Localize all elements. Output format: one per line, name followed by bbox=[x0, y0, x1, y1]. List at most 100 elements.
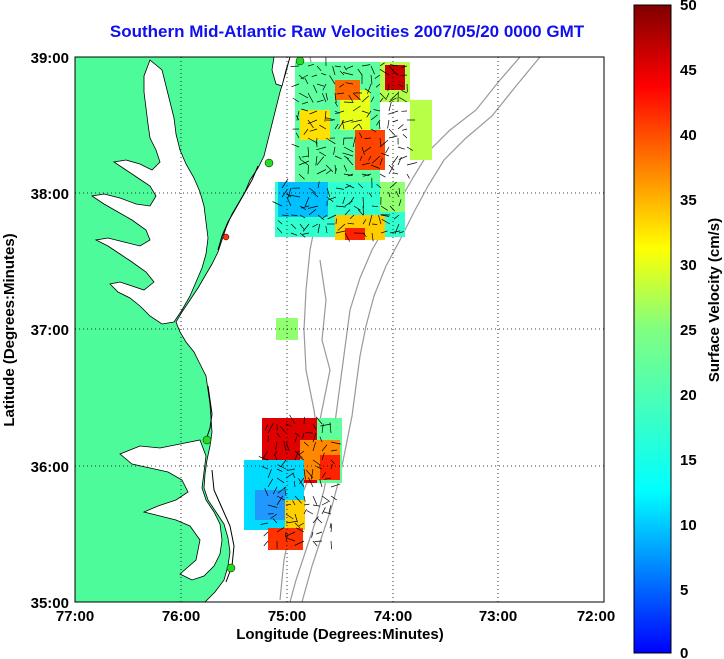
velocity-arrow bbox=[364, 137, 372, 139]
colorbar bbox=[633, 4, 672, 654]
velocity-arrow bbox=[298, 160, 310, 166]
velocity-arrow bbox=[307, 137, 318, 144]
velocity-arrow bbox=[307, 119, 318, 125]
x-axis-ticks: 77:00 76:00 75:00 74:00 73:00 72:00 bbox=[56, 608, 615, 625]
velocity-arrow bbox=[308, 209, 317, 216]
colorbar-tick-label: 5 bbox=[680, 582, 688, 599]
velocity-arrow bbox=[307, 63, 314, 67]
velocity-arrow bbox=[309, 110, 318, 115]
velocity-arrow bbox=[337, 223, 346, 231]
velocity-arrow bbox=[348, 196, 355, 205]
y-tick-label: 36:00 bbox=[31, 459, 69, 476]
velocity-arrow bbox=[292, 97, 300, 103]
velocity-field-north bbox=[275, 62, 432, 240]
velocity-arrow bbox=[342, 119, 354, 124]
velocity-arrow bbox=[299, 232, 306, 238]
velocity-arrow bbox=[308, 187, 316, 193]
velocity-arrow bbox=[267, 504, 278, 508]
colorbar-tick-label: 10 bbox=[680, 517, 697, 534]
velocity-arrow bbox=[364, 88, 372, 94]
velocity-arrow bbox=[301, 205, 310, 209]
velocity-arrow bbox=[270, 513, 278, 519]
velocity-arrow bbox=[296, 110, 300, 121]
velocity-arrow bbox=[316, 156, 325, 166]
velocity-arrow bbox=[264, 423, 269, 431]
velocity-arrow bbox=[346, 157, 354, 166]
velocity-arrow bbox=[380, 214, 390, 217]
velocity-arrow bbox=[267, 423, 274, 434]
velocity-arrow bbox=[299, 457, 305, 461]
velocity-arrow bbox=[351, 119, 363, 123]
velocity-arrow bbox=[402, 128, 408, 131]
chesapeake-bay bbox=[90, 59, 209, 325]
velocity-arrow bbox=[302, 232, 310, 235]
velocity-arrow bbox=[299, 223, 305, 230]
velocity-arrow bbox=[299, 477, 305, 485]
velocity-arrow bbox=[352, 92, 361, 101]
velocity-arrow bbox=[261, 466, 269, 470]
velocity-arrow bbox=[370, 114, 378, 121]
velocity-arrow bbox=[277, 464, 287, 470]
velocity-arrow bbox=[343, 65, 347, 71]
velocity-arrow bbox=[302, 223, 310, 232]
velocity-arrow bbox=[276, 432, 281, 439]
velocity-arrow bbox=[303, 441, 309, 447]
velocity-arrow bbox=[283, 440, 287, 452]
x-tick-label: 76:00 bbox=[162, 608, 200, 625]
velocity-arrow bbox=[307, 477, 314, 488]
velocity-arrow bbox=[343, 146, 354, 153]
velocity-arrow bbox=[361, 64, 371, 67]
velocity-arrow bbox=[339, 70, 345, 76]
velocity-arrow bbox=[295, 115, 300, 121]
velocity-arrow bbox=[386, 92, 390, 99]
velocity-arrow bbox=[304, 77, 309, 85]
velocity-arrow bbox=[314, 540, 323, 542]
velocity-arrow bbox=[389, 205, 396, 212]
velocity-arrow bbox=[388, 110, 399, 115]
velocity-arrow bbox=[312, 84, 318, 94]
velocity-arrow bbox=[276, 495, 285, 501]
velocity-arrow bbox=[301, 101, 309, 105]
velocity-arrow bbox=[330, 483, 341, 488]
velocity-arrow bbox=[276, 227, 283, 234]
velocity-arrow bbox=[370, 128, 377, 133]
land-mass bbox=[75, 57, 291, 602]
velocity-arrow bbox=[321, 507, 326, 515]
velocity-arrow bbox=[260, 522, 269, 525]
velocity-arrow bbox=[311, 74, 318, 78]
velocity-arrow bbox=[307, 119, 314, 129]
velocity-arrow bbox=[339, 83, 345, 88]
velocity-arrow bbox=[334, 110, 345, 115]
radar-station bbox=[295, 57, 305, 66]
velocity-arrow bbox=[335, 230, 346, 234]
map-grid bbox=[75, 57, 604, 602]
velocity-arrow bbox=[361, 110, 369, 114]
velocity-arrow bbox=[294, 450, 299, 461]
x-tick-label: 73:00 bbox=[479, 608, 517, 625]
delaware-bay bbox=[271, 57, 291, 87]
velocity-arrow bbox=[312, 442, 316, 452]
velocity-arrow bbox=[342, 196, 346, 205]
velocity-arrow bbox=[316, 146, 327, 151]
velocity-arrow bbox=[323, 511, 332, 515]
velocity-arrow bbox=[367, 83, 372, 94]
velocity-arrow bbox=[294, 540, 305, 546]
velocity-arrow bbox=[336, 92, 345, 95]
velocity-arrow bbox=[324, 477, 332, 480]
velocity-arrow bbox=[303, 468, 306, 480]
velocity-arrow bbox=[362, 205, 364, 216]
y-tick-label: 39:00 bbox=[31, 50, 69, 67]
colorbar-tick-label: 20 bbox=[680, 387, 697, 404]
velocity-arrow bbox=[319, 124, 327, 130]
velocity-arrow bbox=[307, 165, 309, 175]
velocity-arrow bbox=[401, 89, 408, 94]
velocity-arrow bbox=[379, 62, 385, 67]
velocity-arrow bbox=[346, 65, 354, 70]
velocity-arrow bbox=[380, 205, 388, 211]
velocity-arrow bbox=[329, 522, 332, 529]
velocity-arrow bbox=[398, 199, 402, 207]
velocity-arrow bbox=[344, 232, 351, 242]
velocity-arrow bbox=[307, 92, 314, 103]
velocity-arrow bbox=[312, 540, 318, 547]
velocity-arrow bbox=[303, 509, 307, 515]
